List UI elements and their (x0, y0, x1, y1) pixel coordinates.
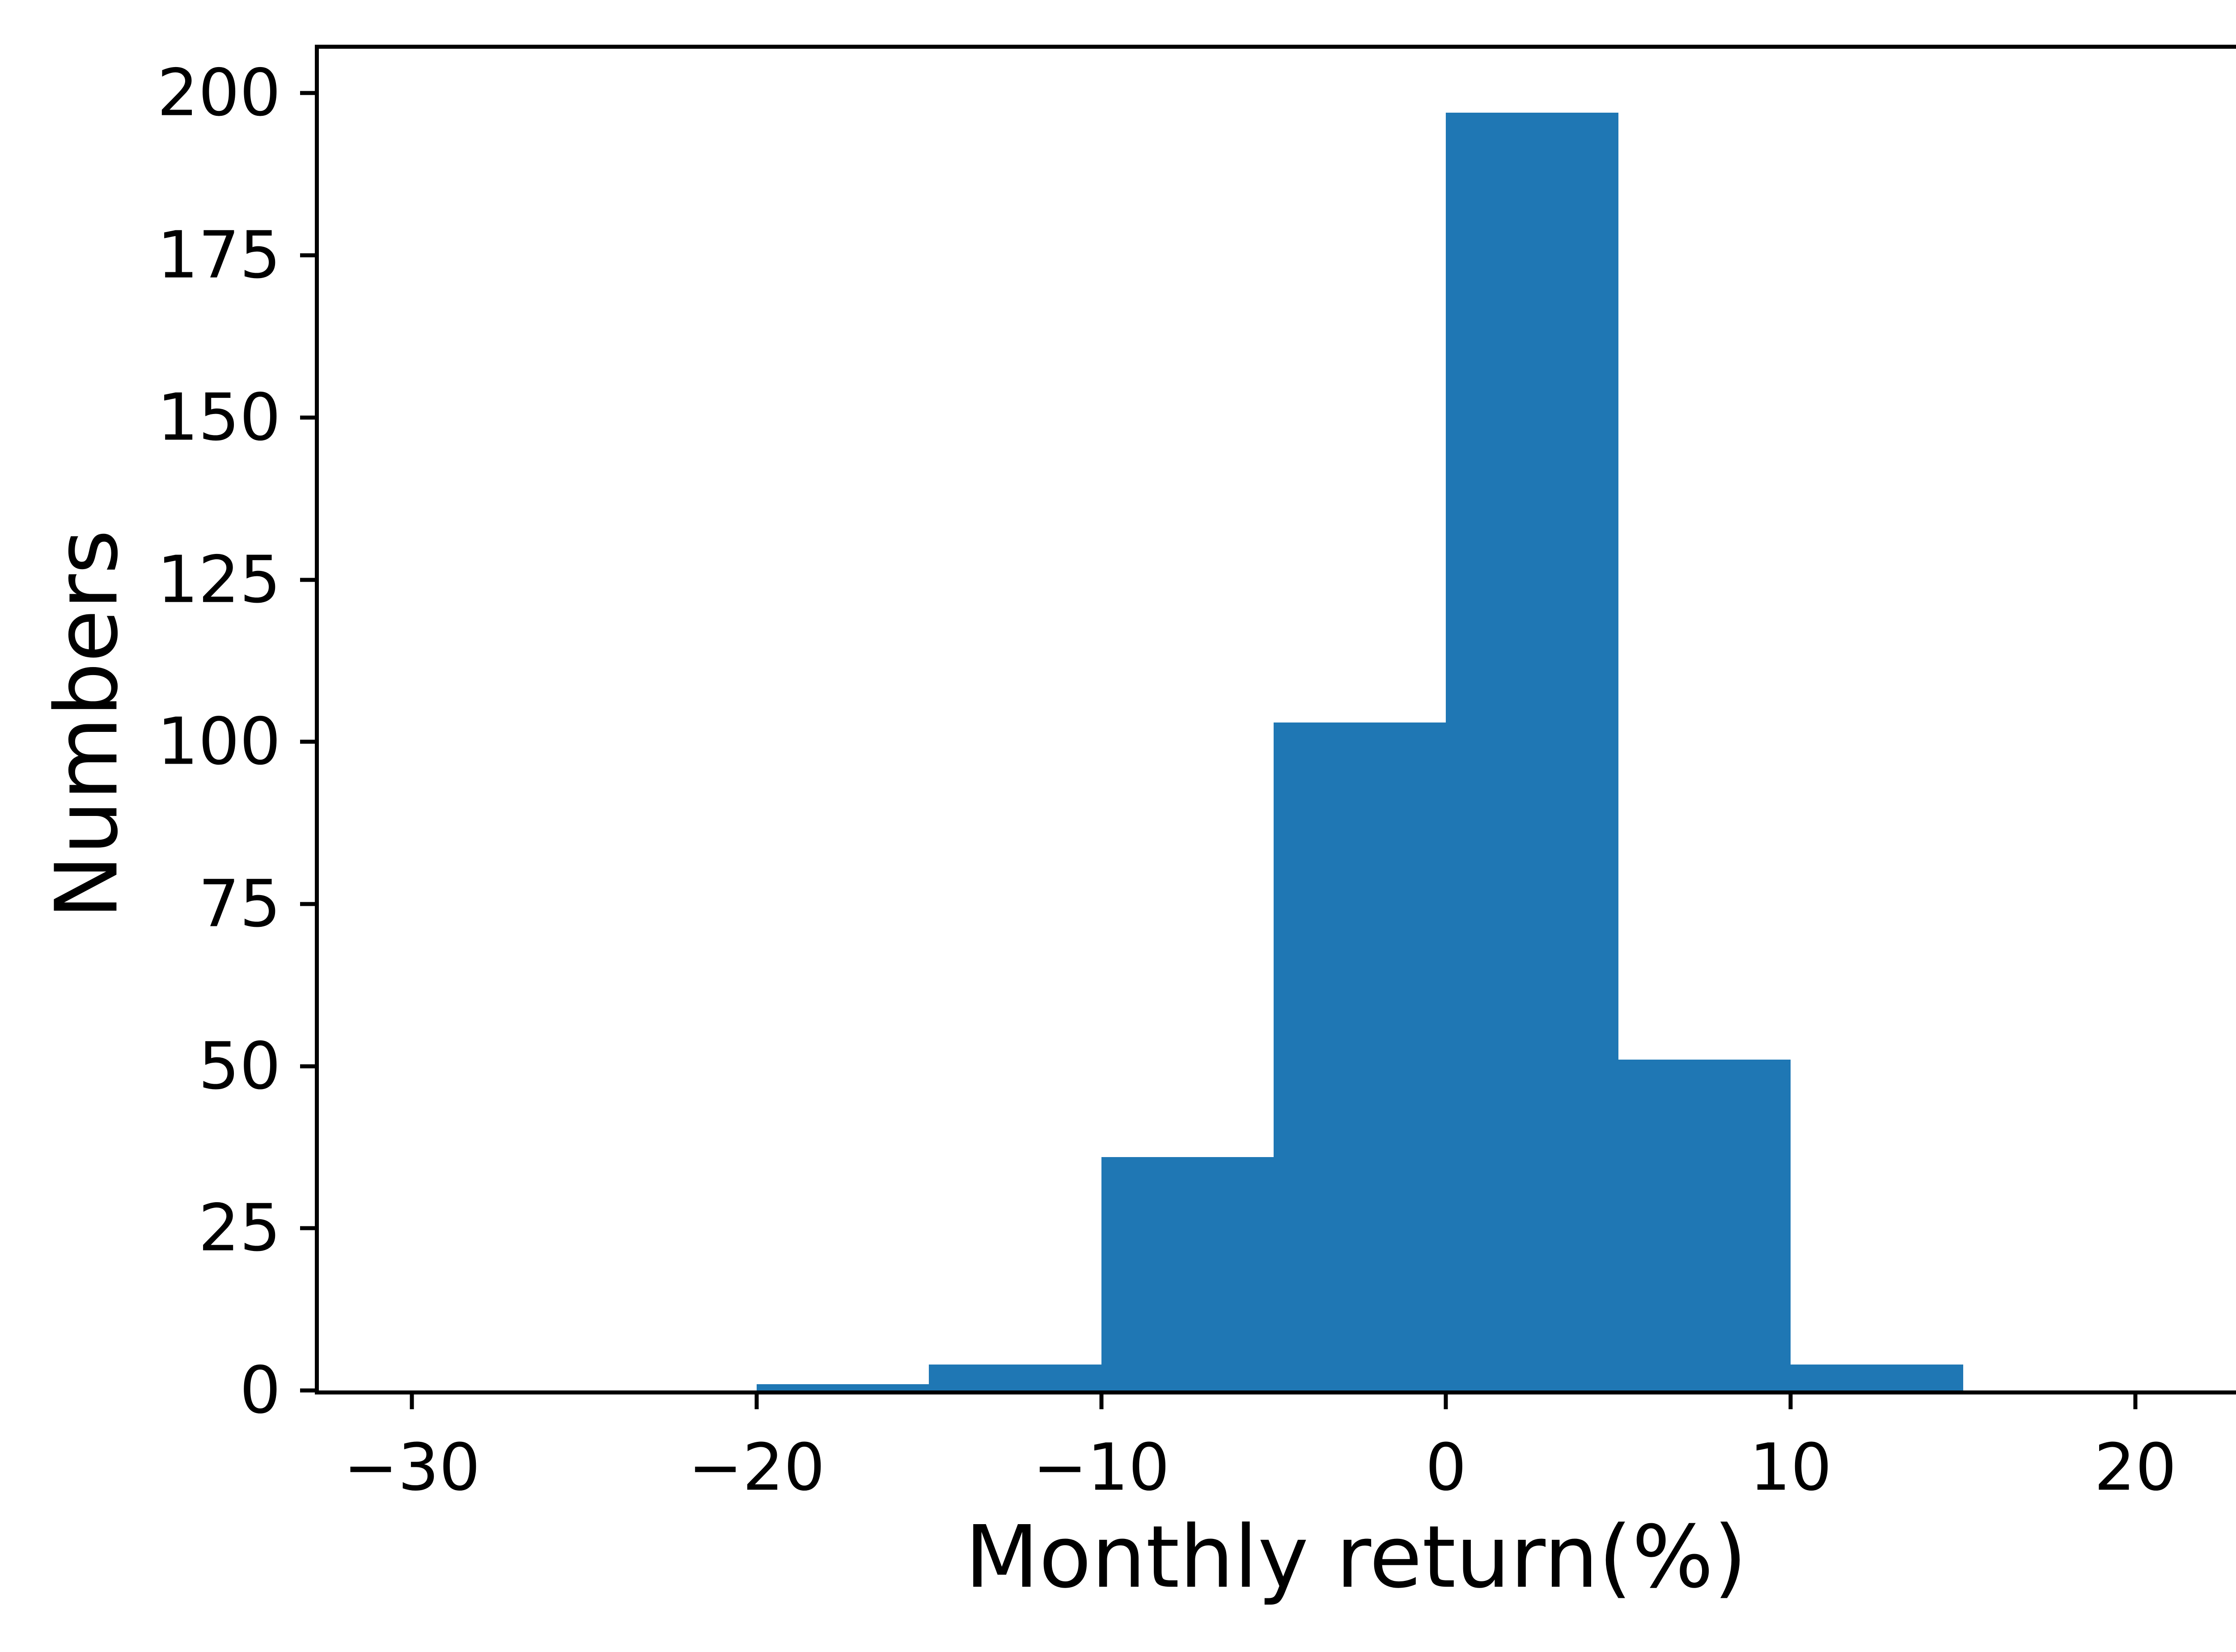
y-axis-tick-label: 125 (157, 542, 281, 617)
histogram-bar (1446, 112, 1618, 1390)
y-axis-tick (300, 91, 319, 95)
x-axis-tick-label: 20 (2094, 1430, 2177, 1505)
x-axis-label: Monthly return(%) (965, 1508, 1747, 1607)
y-axis-tick-label: 150 (157, 380, 281, 456)
x-axis-tick (1788, 1390, 1793, 1409)
y-axis-tick (300, 253, 319, 258)
y-axis-tick (300, 415, 319, 420)
y-axis-label: Numbers (37, 529, 137, 919)
y-axis-tick-label: 175 (157, 217, 281, 293)
histogram-bar (1618, 1060, 1791, 1390)
histogram-bar (1274, 722, 1446, 1390)
y-axis-tick-label: 50 (198, 1028, 281, 1104)
y-axis-tick-label: 75 (198, 866, 281, 942)
x-axis-tick (2133, 1390, 2138, 1409)
x-axis-tick (1099, 1390, 1104, 1409)
histogram-bar (929, 1364, 1101, 1390)
y-axis-tick-label: 0 (239, 1352, 281, 1428)
y-axis-tick-label: 25 (198, 1190, 281, 1266)
x-axis-tick-label: 10 (1749, 1430, 1832, 1505)
y-axis-tick (300, 578, 319, 582)
y-axis-tick (300, 739, 319, 744)
y-axis-tick (300, 1064, 319, 1069)
y-axis-tick (300, 1226, 319, 1230)
y-axis-tick (300, 902, 319, 906)
histogram-bar (1101, 1157, 1274, 1390)
x-axis-tick (754, 1390, 759, 1409)
x-axis-tick-label: −10 (1033, 1430, 1170, 1505)
x-axis-tick-label: −30 (343, 1430, 481, 1505)
y-axis-tick-label: 100 (157, 704, 281, 780)
plot-area: −30 −20 −10 0 10 20 0 25 50 75 100 125 150 175 200 (157, 45, 2236, 1505)
y-axis-tick-label: 200 (157, 55, 281, 131)
x-axis-tick-label: 0 (1425, 1430, 1467, 1505)
histogram-bar (756, 1384, 929, 1390)
histogram-bar (1791, 1364, 1963, 1390)
x-axis-tick (1444, 1390, 1448, 1409)
y-axis-tick (300, 1388, 319, 1393)
x-axis-tick (410, 1390, 414, 1409)
x-axis-tick-label: −20 (688, 1430, 825, 1505)
